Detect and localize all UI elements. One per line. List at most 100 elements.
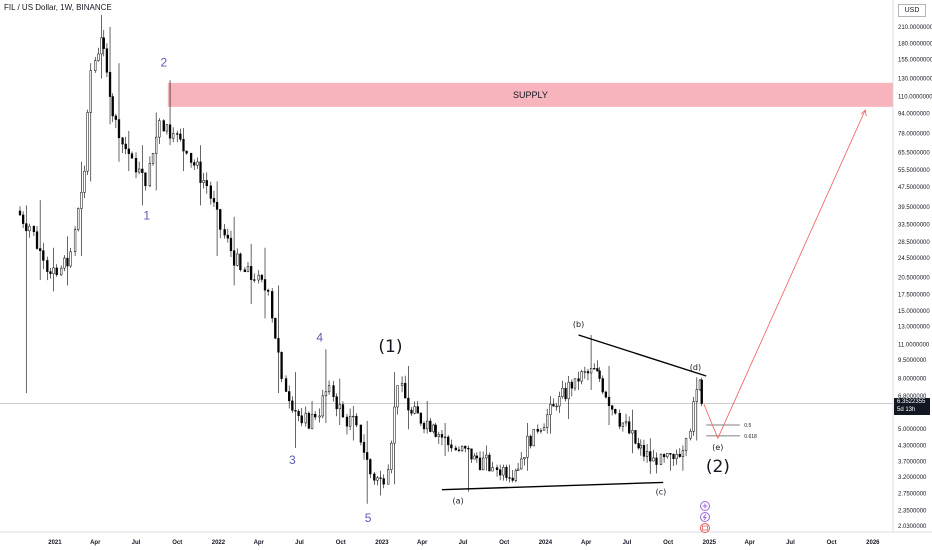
candle-body <box>219 209 222 230</box>
time-tick-label: Jul <box>132 540 141 546</box>
candle-body <box>577 378 580 382</box>
candle-body <box>63 257 66 269</box>
candle-body <box>300 415 303 424</box>
candle-body <box>232 250 236 266</box>
candle-body <box>393 406 396 444</box>
candle-body <box>558 396 561 407</box>
candle-body <box>390 442 393 470</box>
candle-body <box>318 415 321 418</box>
time-tick-label: 2025 <box>703 540 717 546</box>
price-tick-label: 155.0000000 <box>898 58 932 64</box>
candle-body <box>288 391 291 402</box>
candle-body <box>102 37 105 49</box>
candle-body <box>355 415 358 426</box>
candle-body <box>18 210 22 216</box>
candle-body <box>618 412 621 427</box>
candle-body <box>413 406 416 414</box>
price-tick-label: 20.5000000 <box>898 275 930 281</box>
candle-body <box>514 470 517 481</box>
candle-body <box>35 231 39 249</box>
calendar-icon[interactable] <box>700 523 710 533</box>
candle-body <box>637 443 640 449</box>
candle-body <box>546 414 549 428</box>
price-tick-label: 78.0000000 <box>898 132 930 138</box>
candle-body <box>407 397 410 411</box>
candle-body <box>243 269 247 273</box>
candle-body <box>561 387 564 397</box>
candle-body <box>105 48 109 73</box>
candle-body <box>284 378 288 392</box>
candle-body <box>362 442 366 453</box>
candle-body <box>473 455 476 460</box>
price-tick-label: 94.0000000 <box>898 111 930 117</box>
time-axis[interactable]: 2021 Apr Jul Oct 2022 Apr Jul Oct 2023 Apr Jul Oct 2… <box>48 540 880 546</box>
candle-body <box>179 133 182 140</box>
candle-body <box>205 180 208 187</box>
candle-body <box>447 436 450 446</box>
candle-body <box>345 416 349 427</box>
candle-body <box>260 274 264 280</box>
price-axis[interactable]: 2.0300000 2.3500000 2.7500000 3.2000000 3.70… <box>898 25 932 530</box>
candle-body <box>100 37 103 55</box>
candle-body <box>689 431 692 439</box>
candle-body <box>294 410 297 412</box>
price-tick-label: 11.0000000 <box>898 342 930 348</box>
currency-badge[interactable]: USD <box>898 4 926 17</box>
candle-body <box>117 119 121 139</box>
price-tick-label: 2.0300000 <box>898 524 927 530</box>
candle-body <box>28 225 31 232</box>
candle-body <box>692 401 695 432</box>
candle-body <box>341 404 345 418</box>
price-tick-label: 47.5000000 <box>898 185 930 191</box>
candle-body <box>464 445 467 449</box>
candle-body <box>387 469 390 485</box>
candle-body <box>297 410 300 416</box>
candle-body <box>596 368 599 372</box>
price-tick-label: 39.5000000 <box>898 205 930 211</box>
candle-body <box>621 422 625 427</box>
candle-body <box>127 148 130 155</box>
candle-body <box>422 423 426 430</box>
wave-label-degree: (2) <box>706 457 730 477</box>
time-tick-label: 2024 <box>539 540 553 546</box>
candle-body <box>502 466 505 476</box>
current-price-value: 6.3522355 <box>897 399 926 405</box>
candle-body <box>327 385 331 393</box>
candle-body <box>443 436 447 439</box>
candle-body <box>508 477 511 479</box>
candle-body <box>151 153 155 164</box>
candle-body <box>678 453 681 457</box>
lightning-icon[interactable] <box>700 512 710 522</box>
candle-body <box>32 225 36 232</box>
supply-zone: SUPPLY <box>167 82 893 107</box>
time-tick-label: Oct <box>336 540 346 546</box>
candle-body <box>567 381 570 400</box>
candle-body <box>89 70 92 113</box>
candle-body <box>155 136 158 154</box>
candle-body <box>505 466 508 478</box>
plus-circle-icon[interactable] <box>700 501 710 511</box>
candle-body <box>324 391 328 397</box>
candle-body <box>666 453 669 458</box>
candle-body <box>573 378 577 389</box>
candle-body <box>532 428 535 447</box>
candle-body <box>580 371 583 382</box>
candle-body <box>555 405 558 408</box>
price-tick-label: 110.0000000 <box>898 95 932 101</box>
time-tick-label: Jul <box>623 540 632 546</box>
candle-body <box>229 237 233 251</box>
candle-body <box>212 198 216 203</box>
candle-body <box>672 454 675 460</box>
candle-body <box>277 338 280 353</box>
price-tick-label: 4.3000000 <box>898 443 927 449</box>
fib-level-label: 0.5 <box>744 423 751 429</box>
candle-body <box>304 412 307 424</box>
candle-body <box>491 467 494 472</box>
candle-body <box>695 389 698 402</box>
wave-label-degree: (1) <box>378 337 402 357</box>
fib-level-label: 0.618 <box>744 434 757 440</box>
candle-body <box>539 429 543 432</box>
price-tick-label: 8.0000000 <box>898 377 927 383</box>
